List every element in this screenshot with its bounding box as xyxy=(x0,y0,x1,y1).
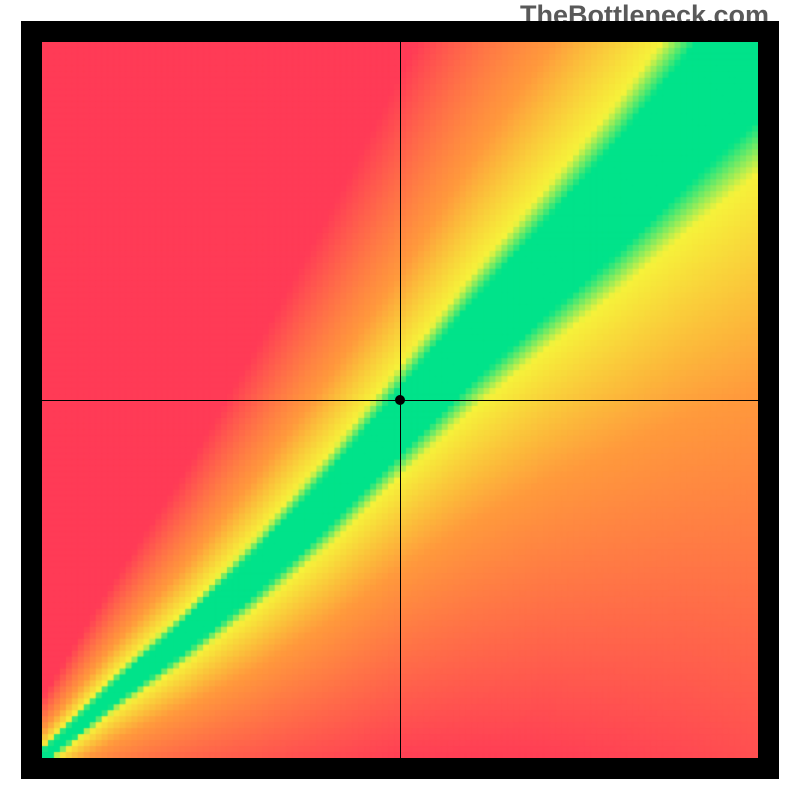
center-marker xyxy=(395,395,405,405)
